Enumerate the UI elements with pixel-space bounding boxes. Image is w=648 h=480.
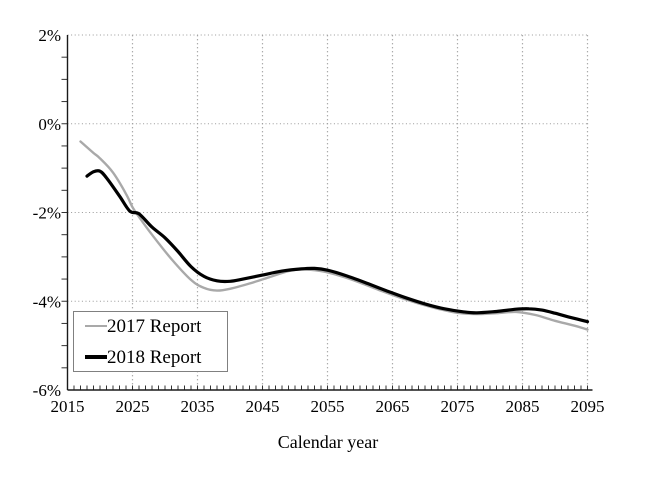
x-tick-label: 2095 xyxy=(571,397,605,416)
x-tick-label: 2075 xyxy=(441,397,475,416)
y-tick-label: -6% xyxy=(33,381,61,400)
x-tick-label: 2065 xyxy=(376,397,410,416)
x-tick-label: 2085 xyxy=(506,397,540,416)
x-tick-label: 2025 xyxy=(116,397,150,416)
y-tick-label: -4% xyxy=(33,292,61,311)
legend-item-2017: 2017 Report xyxy=(85,316,227,336)
legend-label-2017: 2017 Report xyxy=(107,315,202,337)
series-line-2018-report xyxy=(85,169,590,324)
x-tick-label: 2045 xyxy=(246,397,280,416)
legend: 2017 Report 2018 Report xyxy=(73,311,228,372)
y-tick-label: 0% xyxy=(38,115,61,134)
legend-item-2018: 2018 Report xyxy=(85,347,227,367)
legend-label-2018: 2018 Report xyxy=(107,346,202,368)
x-tick-label: 2055 xyxy=(311,397,345,416)
y-tick-label: 2% xyxy=(38,26,61,45)
x-tick-label: 2035 xyxy=(181,397,215,416)
x-axis-title: Calendar year xyxy=(277,432,379,452)
y-tick-label: -2% xyxy=(33,204,61,223)
legend-line-sample-2018 xyxy=(85,355,107,359)
legend-line-sample-2017 xyxy=(85,324,107,328)
x-tick-label: 2015 xyxy=(51,397,85,416)
